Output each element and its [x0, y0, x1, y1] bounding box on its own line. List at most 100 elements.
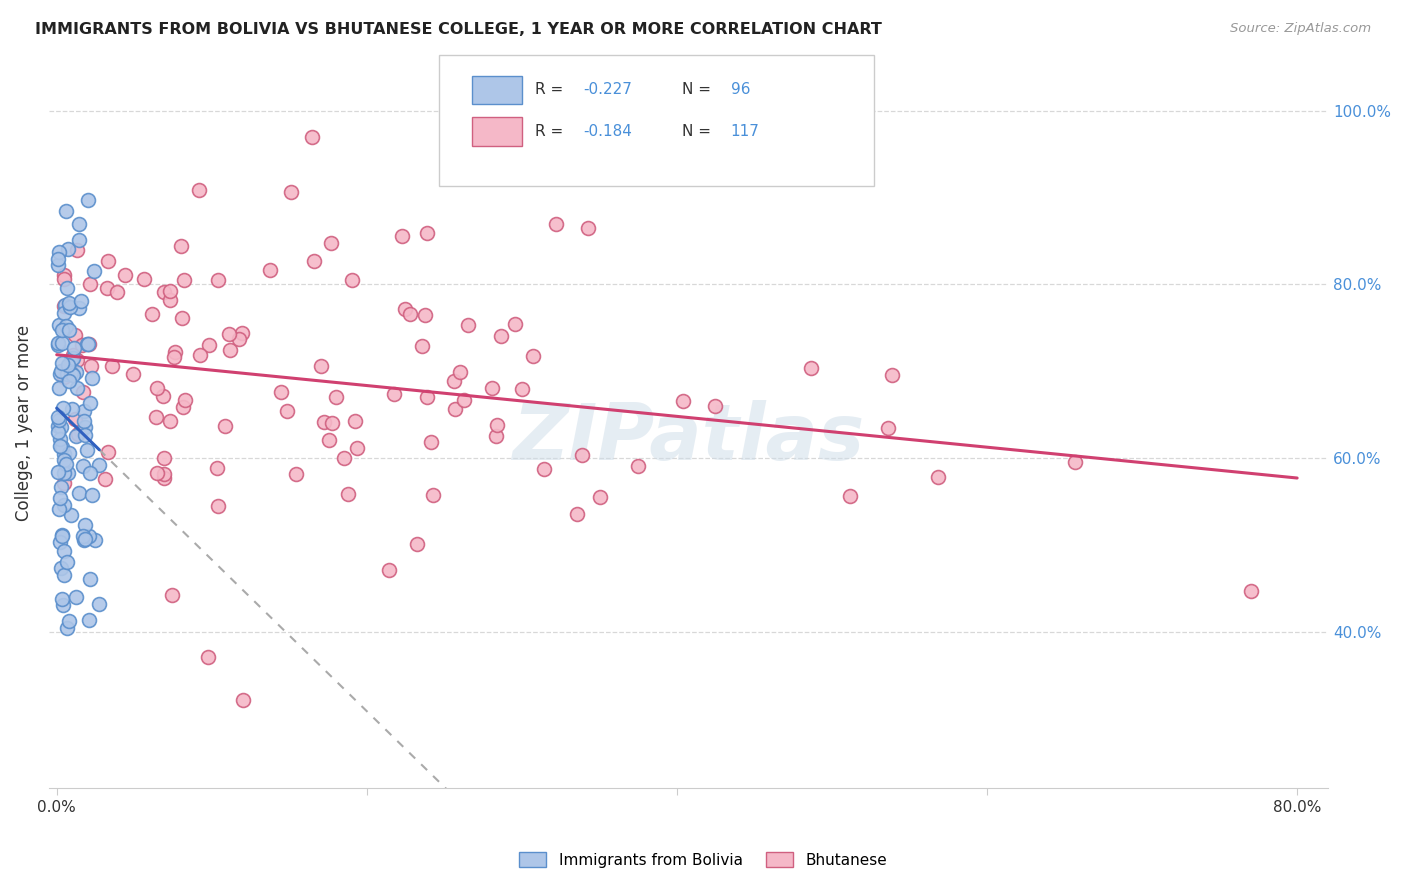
Point — [73, 404, 96, 418]
Point — [172, 400, 194, 414]
Point — [63, 327, 86, 342]
Point — [70, 293, 93, 308]
Point — [82, 371, 104, 385]
Text: R =: R = — [536, 124, 568, 139]
Point — [60, 508, 83, 522]
Point — [122, 367, 145, 381]
Point — [332, 450, 354, 465]
Point — [77, 193, 100, 207]
Point — [1239, 584, 1261, 599]
Point — [59, 367, 82, 381]
Point — [73, 414, 96, 428]
Point — [60, 402, 83, 417]
Point — [301, 129, 323, 144]
Point — [839, 489, 862, 503]
Point — [58, 614, 80, 628]
Text: N =: N = — [682, 124, 716, 139]
Text: ZIPatlas: ZIPatlas — [512, 400, 865, 475]
Point — [231, 326, 253, 341]
Point — [416, 226, 439, 240]
Point — [163, 350, 186, 364]
Point — [67, 301, 90, 315]
Point — [46, 425, 69, 439]
Point — [337, 487, 360, 501]
Point — [62, 368, 84, 382]
Point — [312, 415, 335, 429]
Point — [53, 299, 76, 313]
Point — [97, 445, 120, 459]
Point — [46, 409, 69, 424]
Point — [77, 337, 100, 351]
Point — [169, 239, 191, 253]
Point — [419, 435, 441, 450]
Point — [55, 457, 77, 471]
Point — [48, 432, 70, 446]
Point — [214, 418, 236, 433]
Point — [443, 402, 465, 417]
Point — [134, 271, 156, 285]
FancyBboxPatch shape — [439, 55, 875, 186]
Point — [56, 621, 79, 635]
Point — [280, 185, 302, 199]
Point — [89, 458, 111, 472]
Point — [67, 486, 90, 500]
Point — [489, 329, 512, 343]
Point — [51, 529, 73, 543]
Point — [565, 507, 588, 521]
Point — [52, 568, 75, 582]
Point — [284, 467, 307, 481]
Point — [378, 563, 401, 577]
Point — [49, 364, 72, 378]
Point — [59, 300, 82, 314]
Point — [65, 590, 87, 604]
Point — [146, 466, 169, 480]
Point — [576, 221, 599, 235]
Point — [48, 258, 70, 272]
Point — [153, 450, 176, 465]
Point — [53, 268, 76, 282]
Point — [55, 298, 77, 312]
Point — [382, 386, 405, 401]
Point — [145, 409, 167, 424]
Point — [159, 284, 181, 298]
Point — [51, 335, 73, 350]
Point — [160, 588, 183, 602]
Point — [73, 532, 96, 546]
Point — [486, 418, 509, 433]
Point — [63, 341, 86, 355]
Point — [51, 527, 73, 541]
Point — [571, 449, 593, 463]
Point — [48, 318, 70, 333]
Point — [485, 429, 508, 443]
Point — [173, 273, 195, 287]
Point — [159, 293, 181, 307]
Point — [481, 381, 503, 395]
Point — [76, 337, 98, 351]
Point — [173, 393, 195, 408]
Point — [270, 385, 292, 400]
Point — [391, 228, 413, 243]
Point — [49, 535, 72, 549]
Point — [77, 337, 100, 351]
Point — [66, 381, 89, 395]
Point — [703, 400, 725, 414]
Point — [927, 470, 949, 484]
Point — [49, 367, 72, 381]
Point — [70, 338, 93, 352]
Point — [96, 281, 118, 295]
Point — [163, 345, 186, 359]
Point — [66, 243, 89, 257]
Point — [406, 537, 429, 551]
Point — [72, 458, 94, 473]
Point — [62, 348, 84, 362]
Point — [522, 349, 544, 363]
Point — [422, 488, 444, 502]
Point — [56, 555, 79, 569]
Point — [53, 306, 76, 320]
Point — [153, 471, 176, 485]
Point — [197, 650, 219, 665]
Point — [58, 445, 80, 459]
Point — [276, 403, 298, 417]
Point — [51, 419, 73, 434]
Point — [56, 467, 79, 481]
